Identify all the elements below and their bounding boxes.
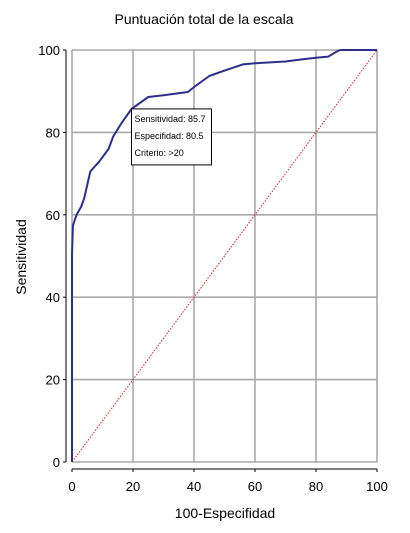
x-tick-label: 80: [309, 479, 323, 494]
x-tick-label: 20: [126, 479, 140, 494]
annotation-criterion: Criterio: >20: [134, 148, 183, 158]
y-tick-label: 80: [46, 125, 60, 140]
annotation-sensitivity: Sensitividad: 85.7: [134, 114, 205, 124]
reference-diagonal-line: [71, 49, 378, 463]
x-tick-label: 100: [366, 479, 388, 494]
x-tick-label: 40: [187, 479, 201, 494]
roc-curve-line: [71, 49, 377, 462]
chart-title: Puntuación total de la escala: [114, 11, 293, 27]
annotation-box: [130, 108, 212, 166]
y-tick-label: 60: [46, 208, 60, 223]
x-axis-label: 100-Especifidad: [175, 505, 275, 521]
y-tick-label: 0: [53, 455, 60, 470]
y-tick-label: 40: [46, 290, 60, 305]
x-tick-label: 0: [68, 479, 75, 494]
series: [71, 49, 378, 463]
x-tick-label: 60: [248, 479, 262, 494]
y-axis-label: Sensitividad: [13, 219, 29, 295]
y-tick-label: 20: [46, 373, 60, 388]
y-tick-label: 100: [38, 43, 60, 58]
tick-labels: 0 20 40 60 80 100 0 20 40 60 80 100: [38, 43, 388, 494]
annotation-specificity: Especifidad: 80.5: [134, 131, 203, 141]
annotation: Sensitividad: 85.7 Especifidad: 80.5 Cri…: [130, 108, 212, 166]
